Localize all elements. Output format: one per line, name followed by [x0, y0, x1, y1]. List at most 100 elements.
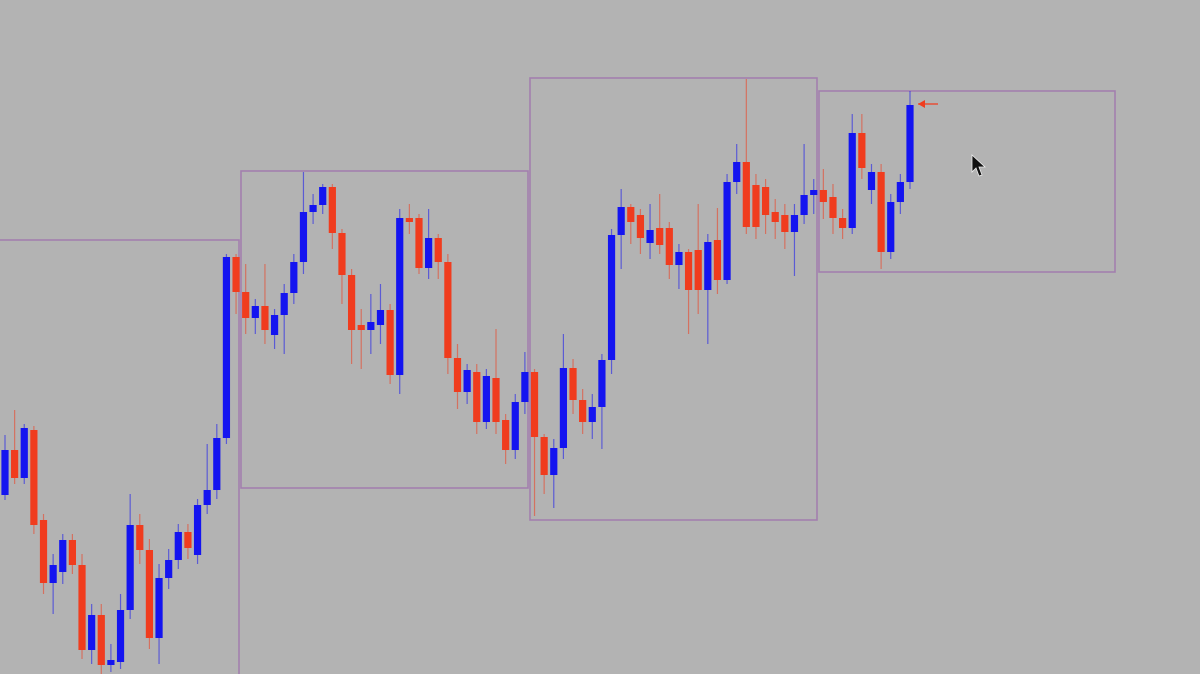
candle-body — [848, 133, 856, 228]
candle-body — [107, 660, 115, 665]
candle-body — [434, 238, 442, 262]
candle-body — [790, 215, 799, 232]
candle-body — [290, 262, 298, 293]
candle-body — [49, 565, 57, 583]
candle-body — [357, 325, 365, 330]
candle-body — [405, 218, 413, 222]
candle-body — [165, 560, 173, 578]
candle-body — [761, 187, 770, 215]
candle-body — [347, 275, 356, 330]
candle-body — [88, 615, 96, 650]
candle-body — [59, 540, 67, 572]
candle-body — [502, 420, 510, 450]
candle-body — [415, 218, 423, 268]
candle-body — [126, 525, 134, 610]
candle-body — [174, 532, 182, 560]
candle-body — [222, 257, 231, 438]
candle-body — [155, 578, 163, 638]
candle-body — [251, 306, 259, 318]
candle-body — [463, 370, 471, 392]
candle-body — [906, 105, 914, 182]
candle-body — [136, 525, 144, 550]
candle-body — [550, 448, 558, 475]
candle-body — [617, 207, 625, 235]
candle-body — [453, 358, 462, 392]
range-box — [0, 239, 240, 674]
candle-body — [530, 372, 539, 437]
candle-body — [877, 172, 885, 252]
range-box — [240, 170, 529, 489]
candle-body — [482, 376, 490, 422]
candle-body — [309, 205, 317, 212]
candle-body — [684, 252, 693, 290]
candle-body — [559, 368, 568, 448]
candle-body — [338, 233, 346, 275]
candle-body — [299, 212, 308, 262]
candle-body — [800, 195, 808, 215]
candle-body — [742, 162, 750, 227]
candle-body — [867, 172, 876, 190]
candle-body — [896, 182, 904, 202]
price-marker-arrow — [918, 100, 925, 108]
candle-body — [319, 187, 327, 205]
candle-body — [704, 242, 712, 290]
candle-body — [270, 315, 279, 335]
candle-body — [521, 372, 529, 402]
candle-body — [646, 230, 654, 243]
candle-body — [78, 565, 86, 650]
candle-body — [723, 182, 731, 280]
candle-body — [781, 215, 789, 232]
candle-body — [839, 218, 847, 228]
candle-body — [68, 540, 76, 565]
candle-body — [598, 360, 606, 407]
candle-body — [656, 228, 664, 245]
candle-body — [540, 437, 548, 475]
candle-body — [328, 187, 336, 233]
candle-body — [116, 610, 125, 662]
candle-body — [376, 310, 385, 325]
price-marker — [918, 100, 938, 108]
candle-body — [97, 615, 105, 665]
range-box — [818, 90, 1116, 273]
candle-body — [819, 190, 827, 202]
range-box — [529, 77, 818, 521]
candle-body — [569, 368, 577, 400]
candle-body — [444, 262, 452, 358]
candle-body — [145, 550, 154, 638]
candle-body — [280, 293, 288, 315]
candle-body — [511, 402, 519, 450]
candle-body — [771, 212, 779, 222]
candle-body — [627, 207, 635, 222]
candle-body — [184, 532, 192, 548]
candle-body — [386, 310, 394, 375]
mouse-cursor — [971, 154, 987, 177]
candle-body — [858, 133, 866, 168]
candle-body — [810, 190, 818, 195]
candle-body — [829, 197, 837, 218]
candle-body — [579, 400, 587, 422]
candle-body — [665, 228, 673, 265]
candle-body — [694, 250, 702, 290]
candle-body — [193, 505, 202, 555]
candle-body — [1, 450, 9, 495]
candle-body — [588, 407, 596, 422]
candles — [1, 79, 914, 674]
candle-body — [752, 185, 760, 227]
candle-body — [733, 162, 741, 182]
candle-body — [675, 252, 683, 265]
candle-body — [473, 372, 481, 422]
candle-body — [242, 292, 250, 318]
candle-body — [20, 428, 28, 478]
candle-body — [213, 438, 221, 490]
candle-body — [396, 218, 404, 375]
candle-body — [607, 235, 616, 360]
candle-body — [30, 430, 38, 525]
candle-body — [11, 450, 19, 478]
candle-body — [713, 240, 722, 280]
candle-body — [261, 306, 269, 330]
candle-body — [425, 238, 433, 268]
candle-body — [636, 215, 645, 238]
